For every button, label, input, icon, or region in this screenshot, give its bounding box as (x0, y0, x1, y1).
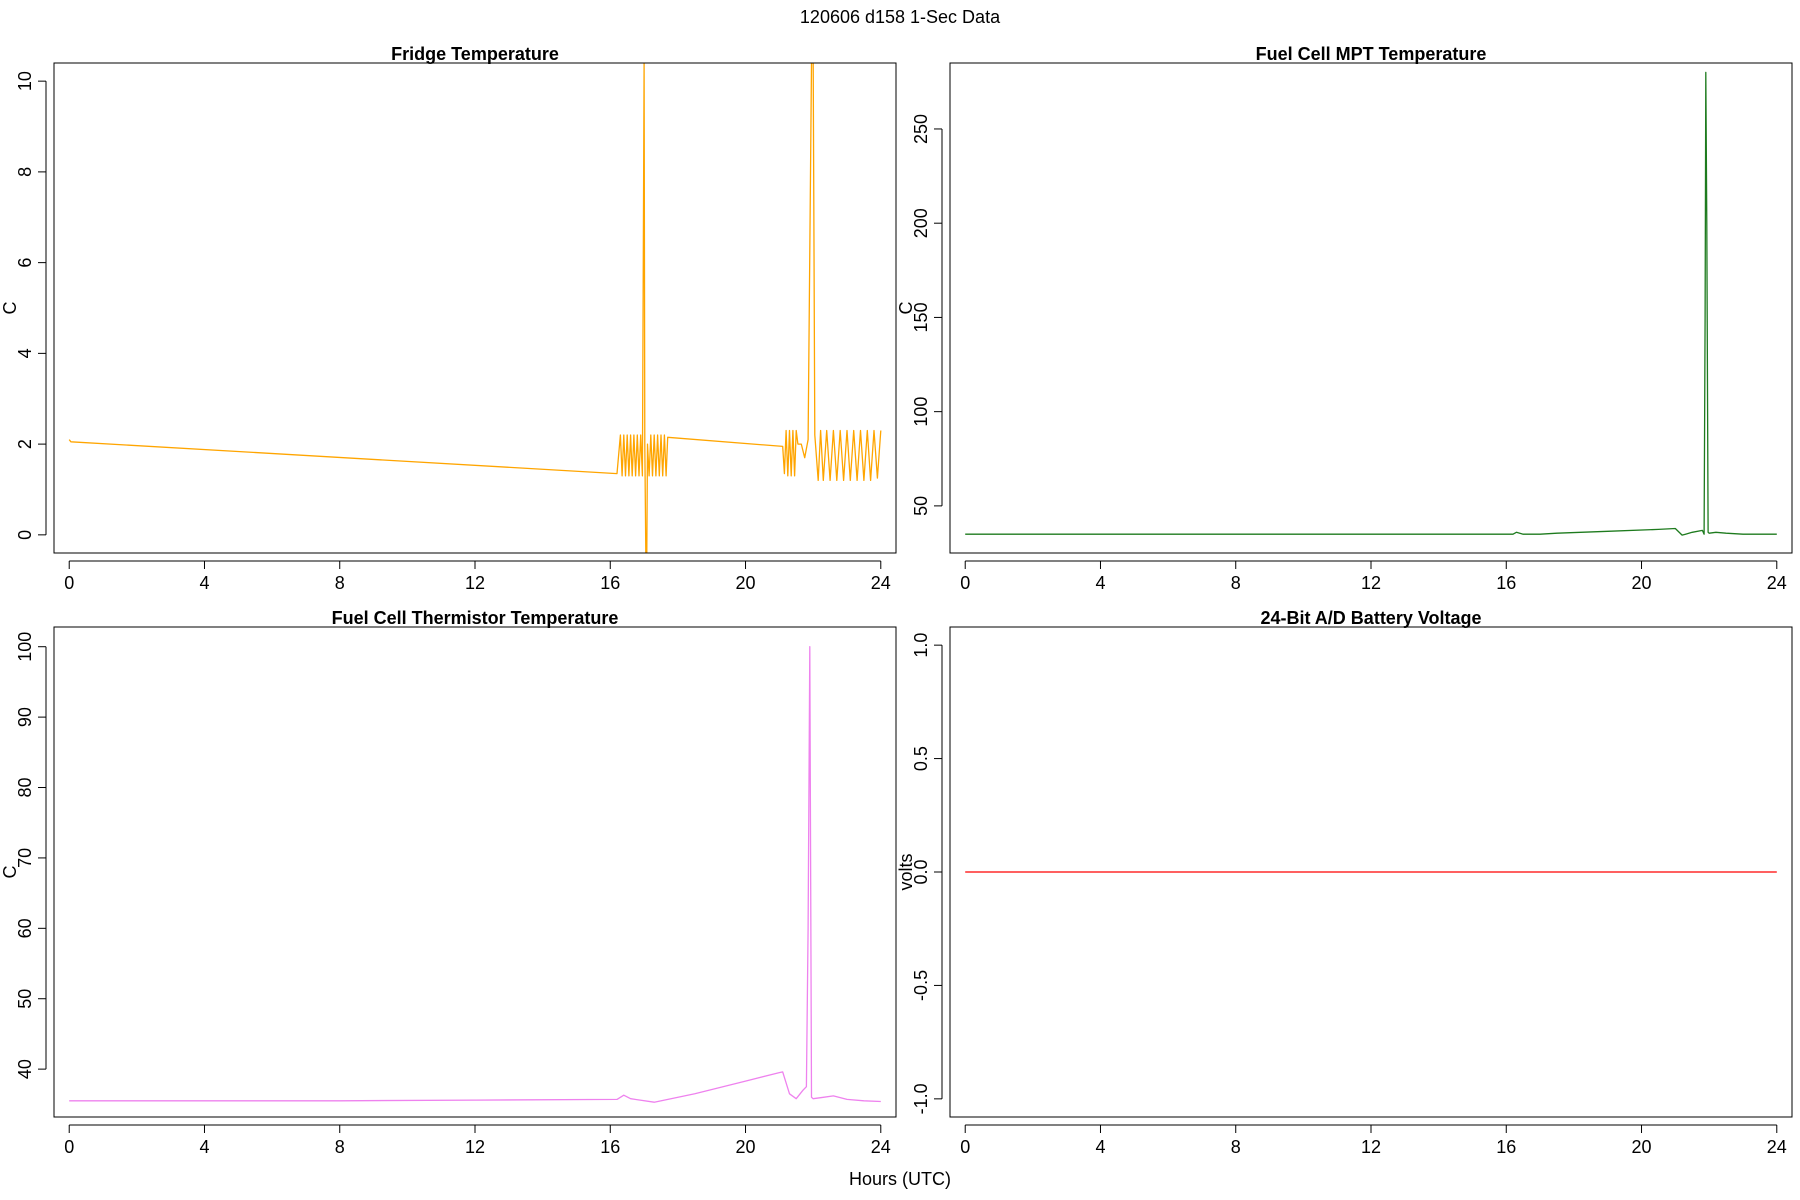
x-tick-label: 20 (736, 573, 756, 593)
plot-frame (949, 626, 1793, 1118)
y-tick-label: 0.5 (911, 746, 931, 771)
y-tick-label: 60 (15, 918, 35, 938)
x-tick-label: 12 (465, 573, 485, 593)
y-tick-label: 6 (15, 258, 35, 268)
panel-fuel-cell-thermistor-temperature: Fuel Cell Thermistor Temperature 0 4 8 12 16 2… (0, 608, 897, 1157)
plot-frame (53, 62, 897, 554)
y-tick-label: 150 (911, 302, 931, 332)
y-tick-label: 200 (911, 208, 931, 238)
x-tick-label: 24 (871, 573, 891, 593)
panel-title: Fridge Temperature (391, 44, 559, 64)
x-tick-label: 0 (64, 573, 74, 593)
x-tick-label: 24 (1767, 573, 1787, 593)
y-tick-label: 250 (911, 114, 931, 144)
y-tick-label: 8 (15, 167, 35, 177)
x-tick-label: 12 (1361, 573, 1381, 593)
x-tick-label: 0 (960, 1137, 970, 1157)
y-tick-label: 50 (15, 989, 35, 1009)
y-tick-label: -1.0 (911, 1083, 931, 1114)
series-line (69, 646, 881, 1103)
panel-title: Fuel Cell Thermistor Temperature (332, 608, 619, 628)
y-tick-label: 0.0 (911, 859, 931, 884)
y-tick-label: 0 (15, 530, 35, 540)
panel-title: 24-Bit A/D Battery Voltage (1260, 608, 1481, 628)
y-tick-label: 4 (15, 348, 35, 358)
x-tick-label: 8 (335, 1137, 345, 1157)
series-line (965, 71, 1777, 536)
x-tick-label: 8 (1231, 1137, 1241, 1157)
shared-x-axis-label: Hours (UTC) (849, 1169, 951, 1189)
series-line (68, 63, 882, 553)
y-tick-label: -0.5 (911, 970, 931, 1001)
y-axis-label: C (896, 302, 916, 315)
figure-title: 120606 d158 1-Sec Data (800, 7, 1001, 27)
x-tick-label: 8 (1231, 573, 1241, 593)
x-tick-label: 16 (600, 573, 620, 593)
x-tick-label: 8 (335, 573, 345, 593)
plot-frame (53, 626, 897, 1118)
x-tick-label: 0 (64, 1137, 74, 1157)
x-tick-label: 20 (736, 1137, 756, 1157)
y-tick-label: 90 (15, 707, 35, 727)
y-tick-label: 100 (15, 632, 35, 662)
y-tick-label: 1.0 (911, 633, 931, 658)
x-tick-label: 24 (871, 1137, 891, 1157)
y-tick-label: 40 (15, 1059, 35, 1079)
x-tick-label: 12 (1361, 1137, 1381, 1157)
x-tick-label: 16 (1496, 573, 1516, 593)
x-tick-label: 4 (1095, 573, 1105, 593)
panel-battery-voltage: 24-Bit A/D Battery Voltage 0 4 8 12 16 20 24 -1.… (896, 608, 1793, 1157)
x-tick-label: 4 (1095, 1137, 1105, 1157)
y-tick-label: 70 (15, 848, 35, 868)
plot-frame (949, 62, 1793, 554)
x-tick-label: 24 (1767, 1137, 1787, 1157)
x-tick-label: 16 (1496, 1137, 1516, 1157)
y-axis-label: C (0, 302, 20, 315)
y-tick-label: 50 (911, 496, 931, 516)
y-axis-label: C (0, 866, 20, 879)
x-tick-label: 20 (1632, 573, 1652, 593)
y-axis-label: volts (896, 853, 916, 890)
x-tick-label: 20 (1632, 1137, 1652, 1157)
y-tick-label: 10 (15, 71, 35, 91)
y-tick-label: 80 (15, 778, 35, 798)
x-tick-label: 4 (199, 573, 209, 593)
x-tick-label: 12 (465, 1137, 485, 1157)
x-tick-label: 0 (960, 573, 970, 593)
panel-fuel-cell-mpt-temperature: Fuel Cell MPT Temperature 0 4 8 12 16 20 24 50 10… (896, 44, 1793, 593)
y-tick-label: 2 (15, 439, 35, 449)
y-tick-label: 100 (911, 397, 931, 427)
x-tick-label: 16 (600, 1137, 620, 1157)
panel-title: Fuel Cell MPT Temperature (1256, 44, 1487, 64)
x-tick-label: 4 (199, 1137, 209, 1157)
